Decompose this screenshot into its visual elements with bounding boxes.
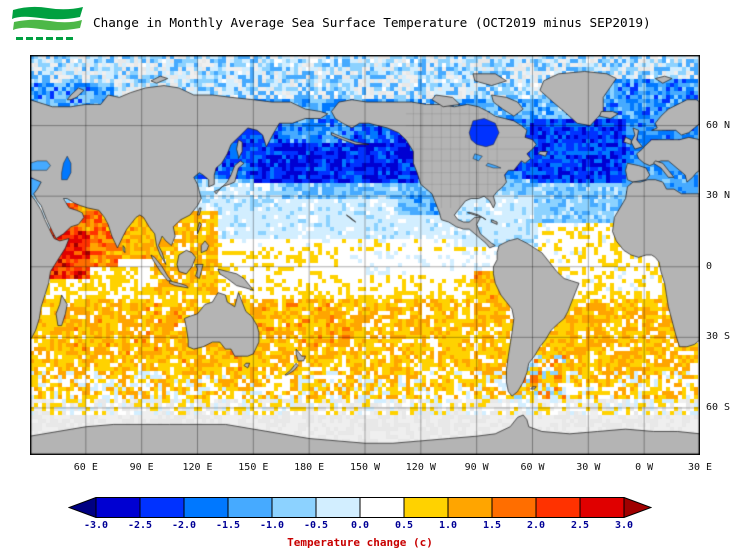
agency-logo-graphic bbox=[12, 6, 83, 40]
lon-tick-label: 90 W bbox=[464, 462, 489, 473]
sst-heatmap-canvas bbox=[30, 55, 700, 455]
lon-tick-label: 180 E bbox=[294, 462, 325, 473]
colorbar-tick-label: -2.0 bbox=[171, 520, 197, 531]
lon-tick-label: 120 W bbox=[405, 462, 436, 473]
lat-tick-label: 0 bbox=[706, 260, 713, 272]
colorbar-tick-label: -3.0 bbox=[83, 520, 109, 531]
lon-tick-label: 150 E bbox=[238, 462, 269, 473]
lon-tick-label: 150 W bbox=[349, 462, 381, 473]
lon-tick-label: 60 W bbox=[520, 462, 545, 473]
lat-tick-label: 30 N bbox=[706, 190, 731, 202]
colorbar-tick-label: -1.0 bbox=[259, 520, 285, 531]
colorbar-tick-label: -0.5 bbox=[303, 520, 329, 531]
colorbar-tick-label: 0.5 bbox=[394, 520, 414, 531]
colorbar-tick-label: -1.5 bbox=[215, 520, 241, 531]
chart-title: Change in Monthly Average Sea Surface Te… bbox=[93, 15, 651, 30]
lon-tick-label: 60 E bbox=[73, 462, 98, 473]
lon-tick-label: 120 E bbox=[182, 462, 213, 473]
colorbar-tick-label: 3.0 bbox=[614, 520, 634, 531]
agency-logo bbox=[10, 4, 86, 50]
lon-tick-label: 30 W bbox=[576, 462, 601, 473]
logo-text-marks bbox=[16, 37, 73, 40]
lat-tick-label: 60 S bbox=[706, 401, 731, 413]
colorbar-tick-label: 2.5 bbox=[570, 520, 590, 531]
lon-tick-label: 0 W bbox=[635, 462, 654, 473]
colorbar-caption: Temperature change (c) bbox=[287, 536, 433, 549]
lon-tick-label: 90 E bbox=[129, 462, 154, 473]
colorbar-tick-label: 1.0 bbox=[438, 520, 458, 531]
colorbar-tick-label: 1.5 bbox=[482, 520, 502, 531]
colorbar bbox=[68, 497, 652, 518]
colorbar-tick-label: 0.0 bbox=[350, 520, 370, 531]
colorbar-tick-label: 2.0 bbox=[526, 520, 546, 531]
lat-tick-label: 30 S bbox=[706, 331, 731, 343]
lat-tick-label: 60 N bbox=[706, 119, 731, 131]
lon-tick-label: 30 E bbox=[687, 462, 713, 473]
colorbar-tick-label: -2.5 bbox=[127, 520, 153, 531]
